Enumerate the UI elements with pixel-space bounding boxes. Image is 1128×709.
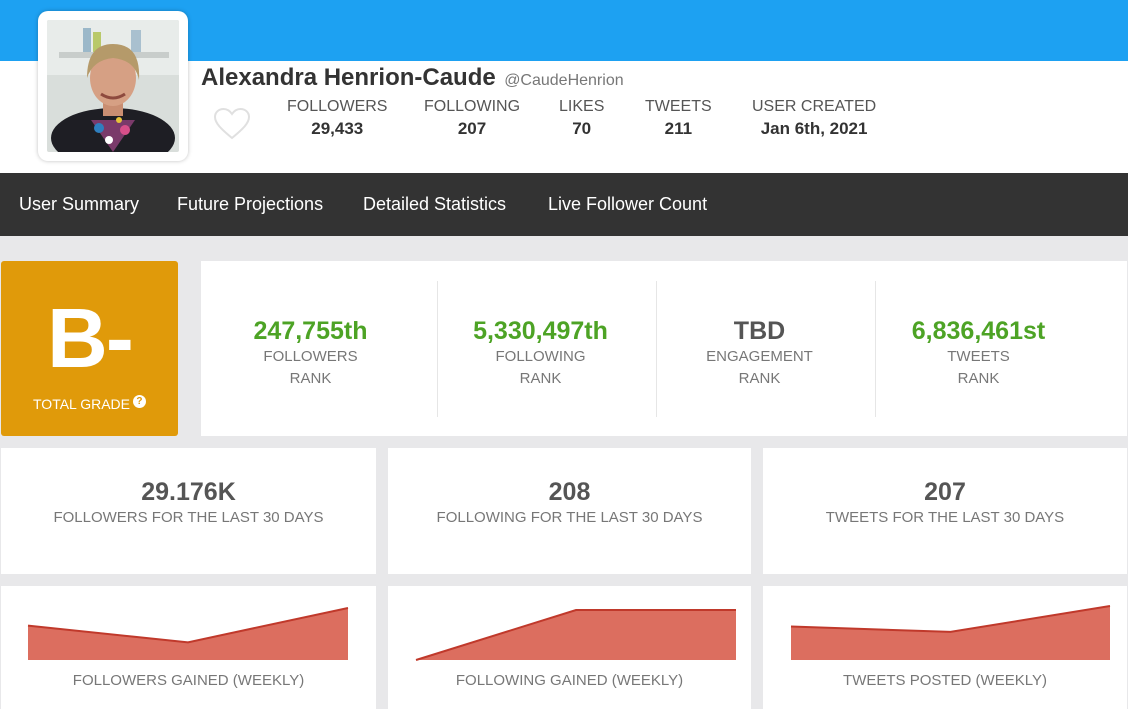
following-30-days-card: 208 FOLLOWING FOR THE LAST 30 DAYS <box>388 448 751 574</box>
profile-name-row: Alexandra Henrion-Caude @CaudeHenrion <box>201 64 624 92</box>
total-grade-card: B- TOTAL GRADE? <box>1 261 178 436</box>
chart-line <box>790 605 1111 633</box>
chart-label: TWEETS POSTED (WEEKLY) <box>843 672 1047 689</box>
stat-following: FOLLOWING 207 <box>424 98 520 142</box>
card-value: 29.176K <box>141 478 236 506</box>
card-label: FOLLOWERS FOR THE LAST 30 DAYS <box>53 509 324 526</box>
following-gained-chart <box>415 609 736 661</box>
stat-label: TWEETS <box>645 98 712 115</box>
rank-followers: 247,755th FOLLOWERS RANK <box>201 316 420 390</box>
profile-handle[interactable]: @CaudeHenrion <box>504 72 624 89</box>
rank-sublabel: RANK <box>957 370 1000 387</box>
tweets-posted-chart <box>790 605 1111 660</box>
help-icon[interactable]: ? <box>132 395 146 408</box>
stat-user-created: USER CREATED Jan 6th, 2021 <box>752 98 876 142</box>
rank-label: FOLLOWERS <box>263 348 358 365</box>
rank-sublabel: RANK <box>738 370 781 387</box>
grade-letter: B- <box>47 291 134 385</box>
profile-name: Alexandra Henrion-Caude <box>201 64 496 91</box>
tweets-30-days-card: 207 TWEETS FOR THE LAST 30 DAYS <box>763 448 1127 574</box>
card-value: 208 <box>548 478 591 506</box>
followers-30-days-card: 29.176K FOLLOWERS FOR THE LAST 30 DAYS <box>1 448 376 574</box>
chart-label: FOLLOWING GAINED (WEEKLY) <box>455 672 684 689</box>
rank-label: ENGAGEMENT <box>706 348 813 365</box>
followers-gained-chart-card: FOLLOWERS GAINED (WEEKLY) <box>1 586 376 709</box>
grade-label-text: TOTAL GRADE <box>33 396 130 412</box>
card-value: 207 <box>924 478 966 506</box>
divider <box>875 281 876 417</box>
stat-value: 70 <box>572 119 592 138</box>
chart-line <box>415 609 736 661</box>
rank-sublabel: RANK <box>289 370 332 387</box>
avatar <box>38 11 188 161</box>
chart-area <box>28 608 348 660</box>
rank-value: TBD <box>733 317 786 345</box>
stat-label: USER CREATED <box>752 98 877 115</box>
grade-label: TOTAL GRADE? <box>1 395 178 412</box>
rank-label: FOLLOWING <box>495 348 586 365</box>
chart-line <box>27 607 349 644</box>
rank-tweets: 6,836,461st TWEETS RANK <box>869 316 1088 390</box>
card-label: TWEETS FOR THE LAST 30 DAYS <box>825 509 1065 526</box>
stat-value: Jan 6th, 2021 <box>760 119 868 138</box>
stat-tweets: TWEETS 211 <box>645 98 712 142</box>
card-label: FOLLOWING FOR THE LAST 30 DAYS <box>436 509 703 526</box>
chart-label: FOLLOWERS GAINED (WEEKLY) <box>72 672 305 689</box>
stat-label: FOLLOWING <box>424 98 521 115</box>
stat-label: LIKES <box>559 98 605 115</box>
rank-value: 247,755th <box>253 317 368 345</box>
profile-header <box>0 61 1128 173</box>
divider <box>656 281 657 417</box>
nav-live-follower-count[interactable]: Live Follower Count <box>548 194 708 214</box>
stat-label: FOLLOWERS <box>287 98 388 115</box>
stat-value: 29,433 <box>311 119 364 138</box>
heart-icon[interactable] <box>213 107 251 141</box>
nav-future-projections[interactable]: Future Projections <box>177 194 324 214</box>
nav-bar: User Summary Future Projections Detailed… <box>0 173 1128 236</box>
rank-panel: 247,755th FOLLOWERS RANK 5,330,497th FOL… <box>201 261 1127 436</box>
stat-value: 207 <box>457 119 487 138</box>
following-gained-chart-card: FOLLOWING GAINED (WEEKLY) <box>388 586 751 709</box>
rank-value: 5,330,497th <box>473 317 608 345</box>
stat-followers: FOLLOWERS 29,433 <box>287 98 387 142</box>
tweets-posted-chart-card: TWEETS POSTED (WEEKLY) <box>763 586 1127 709</box>
rank-sublabel: RANK <box>519 370 562 387</box>
nav-detailed-statistics[interactable]: Detailed Statistics <box>363 194 507 214</box>
rank-value: 6,836,461st <box>911 317 1046 345</box>
rank-following: 5,330,497th FOLLOWING RANK <box>431 316 650 390</box>
header-banner <box>0 0 1128 61</box>
rank-label: TWEETS <box>947 348 1010 365</box>
followers-gained-chart <box>27 607 349 660</box>
rank-engagement: TBD ENGAGEMENT RANK <box>650 316 869 390</box>
divider <box>437 281 438 417</box>
nav-user-summary[interactable]: User Summary <box>19 194 140 214</box>
profile-photo <box>47 20 179 152</box>
stat-likes: LIKES 70 <box>559 98 604 142</box>
stat-value: 211 <box>664 119 693 138</box>
chart-area <box>416 610 736 660</box>
